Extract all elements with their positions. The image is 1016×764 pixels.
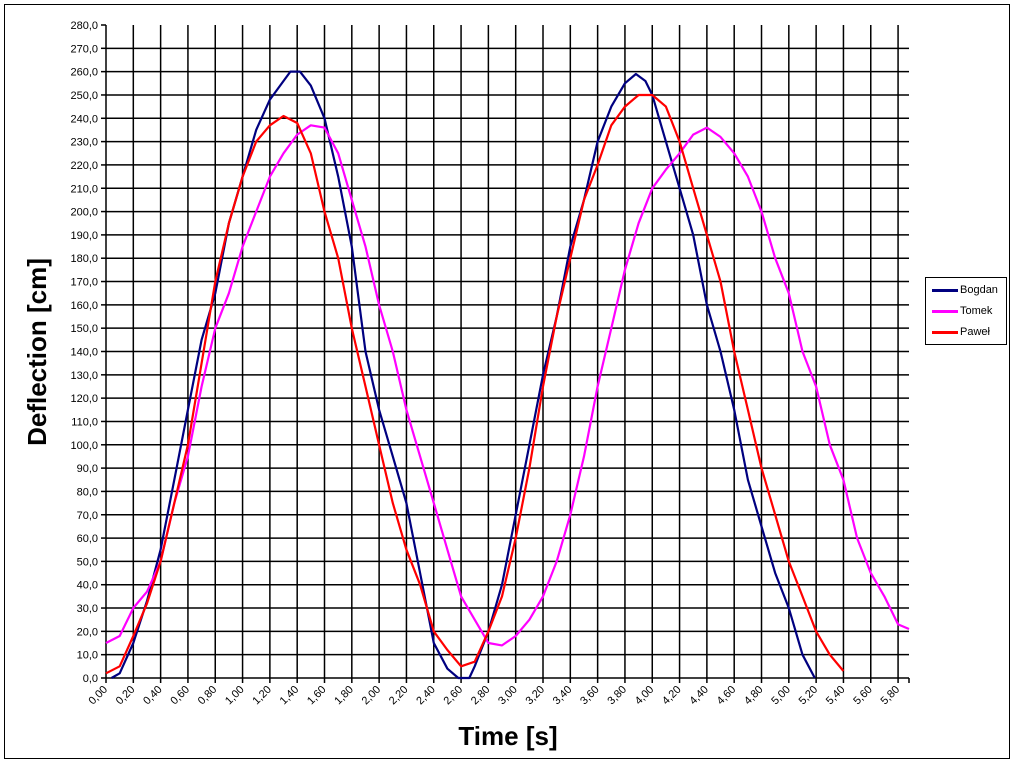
x-tick-label: 1,60 xyxy=(305,684,329,708)
y-tick-label: 0,0 xyxy=(83,673,98,685)
y-tick-label: 190,0 xyxy=(70,230,98,242)
y-axis-title: Deflection [cm] xyxy=(22,258,52,446)
x-tick-label: 3,00 xyxy=(496,684,520,708)
x-tick-label: 2,00 xyxy=(360,684,384,708)
series-lines xyxy=(105,70,910,680)
x-axis-title: Time [s] xyxy=(458,721,557,751)
x-tick-label: 3,20 xyxy=(523,684,547,708)
y-tick-label: 130,0 xyxy=(70,370,98,382)
x-tick-label: 4,80 xyxy=(742,684,766,708)
y-tick-label: 100,0 xyxy=(70,440,98,452)
y-tick-label: 80,0 xyxy=(77,486,98,498)
x-tick-label: 5,60 xyxy=(851,684,875,708)
y-tick-label: 60,0 xyxy=(77,533,98,545)
x-tick-label: 1,20 xyxy=(250,684,274,708)
tick-labels: 0,0 10,0 20,0 30,0 40,0 50,0 60,0 70,0 80,0 90,0 1… xyxy=(70,20,902,707)
y-tick-label: 140,0 xyxy=(70,347,98,359)
legend-swatch xyxy=(932,288,958,292)
legend-label: Tomek xyxy=(960,305,993,317)
legend-label: Bogdan xyxy=(960,284,998,296)
x-tick-label: 5,20 xyxy=(797,684,821,708)
y-tick-label: 120,0 xyxy=(70,393,98,405)
y-tick-label: 160,0 xyxy=(70,300,98,312)
y-tick-label: 260,0 xyxy=(70,67,98,79)
legend-item-bogdan: Bogdan xyxy=(932,284,998,296)
y-tick-label: 150,0 xyxy=(70,323,98,335)
x-tick-label: 1,00 xyxy=(223,684,247,708)
y-tick-label: 180,0 xyxy=(70,253,98,265)
series-line-pawel xyxy=(105,93,845,675)
series-line-tomek xyxy=(105,124,910,647)
y-tick-label: 280,0 xyxy=(70,20,98,32)
y-tick-label: 10,0 xyxy=(77,650,98,662)
y-tick-label: 200,0 xyxy=(70,207,98,219)
x-tick-label: 4,20 xyxy=(660,684,684,708)
x-tick-label: 2,80 xyxy=(469,684,493,708)
y-tick-label: 90,0 xyxy=(77,463,98,475)
x-tick-label: 2,40 xyxy=(414,684,438,708)
x-tick-label: 0,00 xyxy=(86,684,110,708)
legend-item-pawel: Paweł xyxy=(932,326,990,338)
x-tick-label: 2,60 xyxy=(442,684,466,708)
chart-frame xyxy=(4,4,1010,759)
x-tick-label: 4,60 xyxy=(715,684,739,708)
x-tick-label: 0,20 xyxy=(114,684,138,708)
y-tick-label: 210,0 xyxy=(70,183,98,195)
y-tick-label: 270,0 xyxy=(70,43,98,55)
y-tick-label: 30,0 xyxy=(77,603,98,615)
y-tick-label: 170,0 xyxy=(70,277,98,289)
y-tick-label: 230,0 xyxy=(70,137,98,149)
y-tick-label: 250,0 xyxy=(70,90,98,102)
gridlines xyxy=(106,25,909,678)
x-tick-label: 5,40 xyxy=(824,684,848,708)
x-tick-label: 4,40 xyxy=(687,684,711,708)
x-tick-label: 5,00 xyxy=(769,684,793,708)
x-tick-label: 4,00 xyxy=(633,684,657,708)
y-tick-label: 20,0 xyxy=(77,626,98,638)
y-tick-label: 50,0 xyxy=(77,556,98,568)
legend-swatch xyxy=(932,330,958,334)
y-tick-label: 220,0 xyxy=(70,160,98,172)
x-tick-label: 3,40 xyxy=(551,684,575,708)
axes xyxy=(101,24,910,683)
x-tick-label: 2,20 xyxy=(387,684,411,708)
y-tick-label: 40,0 xyxy=(77,580,98,592)
legend-item-tomek: Tomek xyxy=(932,305,992,317)
x-tick-label: 3,80 xyxy=(605,684,629,708)
x-tick-label: 3,60 xyxy=(578,684,602,708)
y-tick-label: 70,0 xyxy=(77,510,98,522)
x-tick-label: 0,60 xyxy=(168,684,192,708)
legend-label: Paweł xyxy=(960,326,990,338)
x-tick-label: 0,40 xyxy=(141,684,165,708)
legend-swatch xyxy=(932,309,958,313)
y-tick-label: 110,0 xyxy=(71,416,98,428)
x-tick-label: 1,40 xyxy=(278,684,302,708)
y-tick-label: 240,0 xyxy=(70,113,98,125)
x-tick-label: 0,80 xyxy=(196,684,220,708)
legend: Bogdan Tomek Paweł xyxy=(925,277,1007,345)
x-tick-label: 1,80 xyxy=(332,684,356,708)
x-tick-label: 5,80 xyxy=(879,684,903,708)
